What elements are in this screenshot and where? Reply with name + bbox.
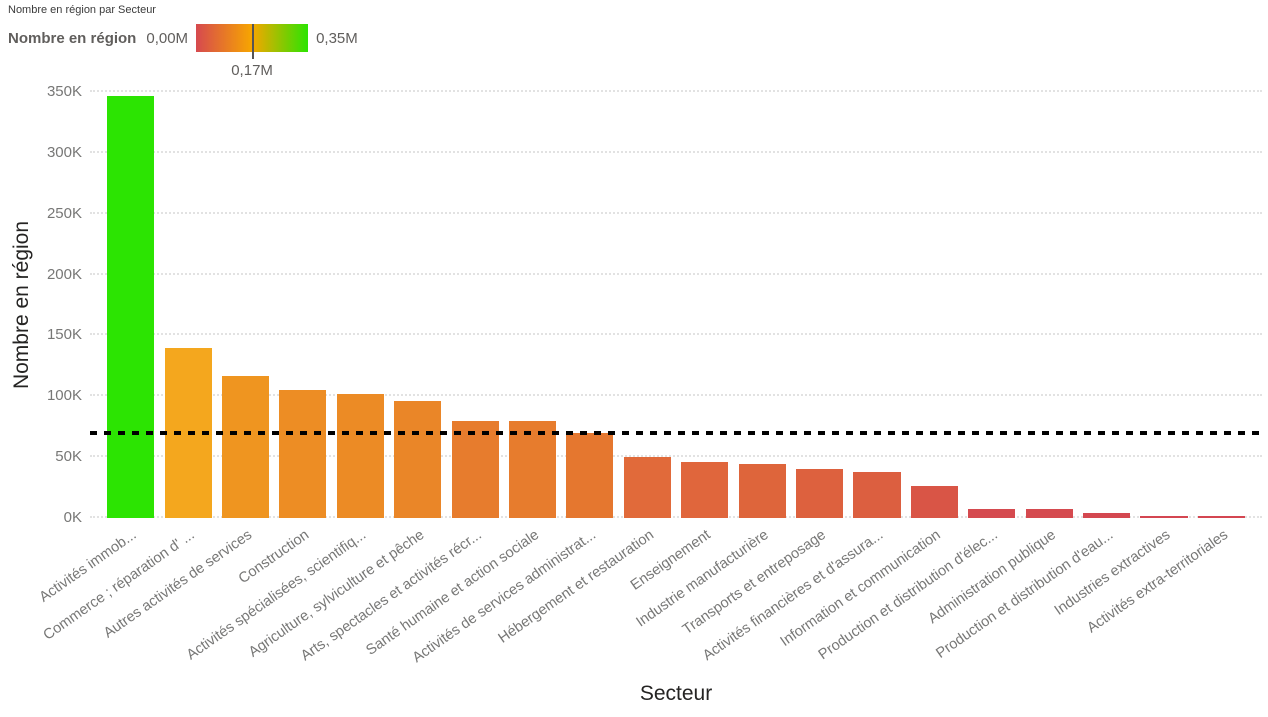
- bar-slot: [848, 92, 905, 518]
- bar-slot: [274, 92, 331, 518]
- legend-title: Nombre en région: [8, 29, 137, 47]
- bar-slot: [1193, 92, 1250, 518]
- y-axis-ticks: 0K 50K 100K 150K 200K 250K 300K 350K: [0, 83, 82, 526]
- gridline: [90, 333, 1262, 336]
- bar-slot: [619, 92, 676, 518]
- bar[interactable]: [1140, 516, 1188, 518]
- bar[interactable]: [566, 432, 614, 518]
- gridline: [90, 516, 1262, 518]
- bars-row: [90, 92, 1262, 518]
- bar-slot: [504, 92, 561, 518]
- bar-slot: [332, 92, 389, 518]
- bar[interactable]: [1197, 516, 1245, 518]
- bar-slot: [446, 92, 503, 518]
- bar[interactable]: [107, 95, 155, 518]
- bar-slot: [791, 92, 848, 518]
- bar-slot: [1021, 92, 1078, 518]
- bar[interactable]: [681, 462, 729, 518]
- gridline: [90, 272, 1262, 275]
- x-label-slot: Activités extra-territoriales: [1084, 522, 1250, 672]
- y-tick-label: 350K: [46, 83, 82, 100]
- bar[interactable]: [623, 457, 671, 518]
- y-axis-title: Nombre en région: [10, 220, 33, 390]
- color-legend: Nombre en région 0,00M 0,17M 0,35M: [8, 22, 358, 79]
- legend-max-value: 0,35M: [316, 29, 358, 47]
- legend-mid-value: 0,17M: [231, 62, 273, 79]
- bar-slot: [963, 92, 1020, 518]
- gridline: [90, 211, 1262, 214]
- bar[interactable]: [451, 420, 499, 518]
- bar-slot: [561, 92, 618, 518]
- bar-slot: [1135, 92, 1192, 518]
- bar[interactable]: [221, 375, 270, 518]
- bar[interactable]: [853, 471, 901, 518]
- bar-slot: [1078, 92, 1135, 518]
- legend-min-value: 0,00M: [146, 29, 189, 47]
- bar[interactable]: [1025, 509, 1073, 518]
- bar[interactable]: [738, 464, 786, 518]
- gridline: [90, 90, 1262, 92]
- plot-area: [90, 90, 1262, 518]
- y-tick-label: 100K: [46, 387, 82, 405]
- bar-slot: [102, 92, 159, 518]
- x-axis-title: Secteur: [639, 682, 713, 705]
- gridline: [90, 394, 1262, 397]
- y-tick-label: 300K: [46, 143, 82, 161]
- constant-line: [90, 430, 1262, 435]
- x-axis-label: Activités immob...: [37, 527, 140, 606]
- y-tick-label: 200K: [46, 265, 82, 283]
- bar[interactable]: [336, 393, 384, 518]
- bar[interactable]: [968, 509, 1016, 518]
- legend-mid-tick: [252, 24, 254, 59]
- bar-slot: [733, 92, 790, 518]
- y-tick-label: 150K: [46, 326, 82, 344]
- y-tick-label: 0K: [63, 509, 82, 526]
- gridline: [90, 150, 1262, 153]
- legend-gradient: 0,17M: [196, 24, 309, 79]
- bar-slot: [217, 92, 274, 518]
- bar[interactable]: [796, 469, 844, 518]
- y-tick-label: 50K: [55, 448, 82, 466]
- bar[interactable]: [279, 390, 327, 518]
- bar[interactable]: [910, 486, 958, 518]
- y-tick-label: 250K: [46, 204, 82, 222]
- bar-slot: [389, 92, 446, 518]
- bar-slot: [906, 92, 963, 518]
- bar[interactable]: [394, 401, 442, 518]
- bar-slot: [159, 92, 216, 518]
- bar[interactable]: [509, 420, 557, 518]
- x-axis-labels: Activités immob... Commerce ; réparation …: [37, 522, 1262, 672]
- gridline: [90, 455, 1262, 458]
- chart-title: Nombre en région par Secteur: [8, 4, 156, 16]
- bar-slot: [676, 92, 733, 518]
- bar[interactable]: [1083, 513, 1131, 518]
